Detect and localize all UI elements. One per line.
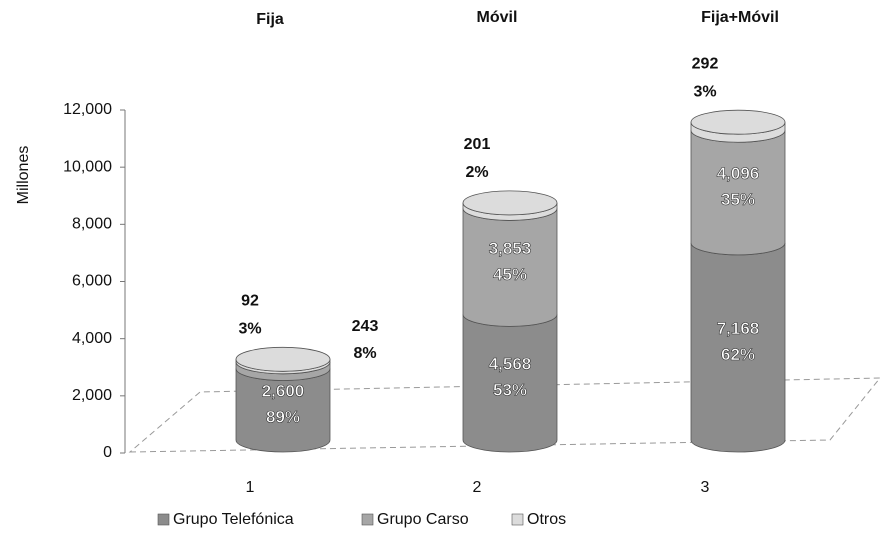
legend-swatch	[361, 513, 374, 526]
data-label: 3,853	[489, 239, 532, 258]
legend-label: Otros	[527, 511, 566, 528]
y-tick-label: 2,000	[72, 387, 112, 404]
data-label: 62%	[721, 345, 755, 364]
y-axis-label: Millones	[15, 146, 32, 205]
data-label: 45%	[493, 265, 527, 284]
data-label: 2%	[465, 164, 488, 181]
data-label: 2,600	[262, 382, 305, 401]
y-tick-label: 10,000	[63, 158, 112, 175]
data-label: 8%	[353, 345, 376, 362]
data-label: 201	[464, 136, 491, 153]
data-label: 243	[352, 318, 379, 335]
floor	[128, 377, 882, 453]
y-tick-label: 8,000	[72, 216, 112, 233]
legend-swatch	[511, 513, 524, 526]
data-label: 4,568	[489, 355, 532, 374]
cylinder-top	[690, 109, 786, 135]
data-label: 3%	[693, 83, 716, 100]
data-label: 4,096	[717, 164, 760, 183]
legend-label: Grupo Telefónica	[173, 511, 294, 528]
data-label: 53%	[493, 381, 527, 400]
x-tick-label: 2	[473, 479, 482, 496]
x-tick-label: 1	[246, 479, 255, 496]
y-tick-label: 12,000	[63, 101, 112, 118]
data-label: 3%	[238, 321, 261, 338]
data-label: 7,168	[717, 319, 760, 338]
annotation: Móvil	[477, 9, 518, 26]
x-tick-label: 3	[701, 479, 710, 496]
legend-label: Grupo Carso	[377, 511, 469, 528]
cylinder-top	[462, 190, 558, 216]
data-label: 35%	[721, 190, 755, 209]
y-tick-label: 0	[103, 444, 112, 461]
y-tick-label: 6,000	[72, 273, 112, 290]
cylinder-top	[235, 346, 331, 372]
data-label: 292	[692, 55, 719, 72]
annotation: Fija	[256, 11, 284, 28]
legend-swatch	[157, 513, 170, 526]
data-label: 92	[241, 293, 259, 310]
data-label: 89%	[266, 408, 300, 427]
y-tick-label: 4,000	[72, 330, 112, 347]
annotation: Fija+Móvil	[701, 9, 779, 26]
